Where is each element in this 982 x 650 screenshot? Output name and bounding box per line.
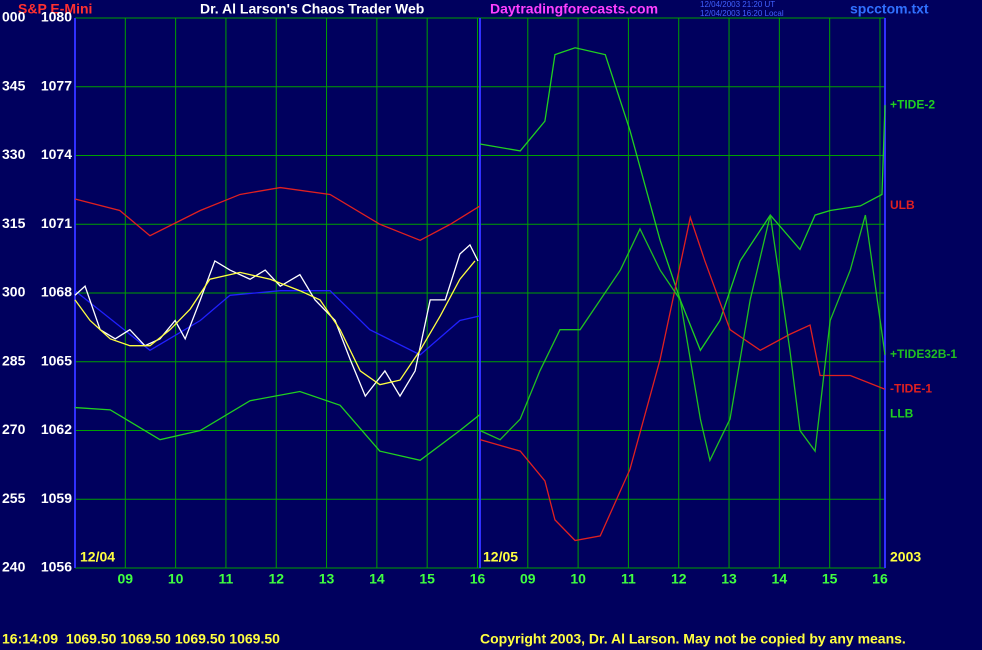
- x-tick-label: 11: [219, 571, 234, 587]
- y-tick-label: 1065: [41, 352, 72, 368]
- x-tick-label: 10: [570, 571, 586, 587]
- chart-title: S&P E-Mini: [18, 1, 92, 17]
- timestamp-ut: 12/04/2003 21:20 UT: [700, 0, 775, 9]
- year-label: 2003: [890, 549, 921, 565]
- series-line: [74, 186, 481, 242]
- series-label: -TIDE-1: [890, 381, 932, 395]
- series-line: [74, 290, 481, 356]
- series-line: [479, 214, 886, 463]
- y-tick-label: 1059: [41, 490, 72, 506]
- series-line: [74, 260, 476, 386]
- y-tick-label: 1080: [41, 9, 72, 25]
- chart-subtitle: Dr. Al Larson's Chaos Trader Web: [200, 1, 424, 17]
- x-tick-label: 10: [168, 571, 184, 587]
- degree-label: 285: [2, 352, 26, 368]
- degree-label: 300: [2, 284, 26, 300]
- series-label: +TIDE-2: [890, 97, 935, 111]
- status-line: 16:14:09 1069.50 1069.50 1069.50 1069.50: [2, 631, 280, 647]
- timestamp-local: 12/04/2003 16:20 Local: [700, 9, 784, 18]
- degree-label: 315: [2, 215, 26, 231]
- x-tick-label: 12: [671, 571, 687, 587]
- x-tick-label: 12: [268, 571, 284, 587]
- series-line: [74, 390, 481, 461]
- y-tick-label: 1071: [41, 215, 72, 231]
- y-tick-label: 1062: [41, 421, 72, 437]
- y-tick-label: 1056: [41, 559, 72, 575]
- series-label: ULB: [890, 198, 915, 212]
- degree-label: 240: [2, 559, 26, 575]
- x-tick-label: 11: [621, 571, 636, 587]
- x-tick-label: 14: [369, 571, 385, 587]
- day-label: 12/04: [80, 549, 115, 565]
- degree-label: 345: [2, 77, 26, 93]
- series-line: [74, 243, 479, 398]
- degree-label: 000: [2, 9, 26, 25]
- degree-label: 255: [2, 490, 26, 506]
- x-tick-label: 09: [520, 571, 536, 587]
- day-label: 12/05: [483, 549, 518, 565]
- series-line: [479, 47, 886, 352]
- degree-label: 330: [2, 146, 26, 162]
- x-tick-label: 16: [470, 571, 486, 587]
- copyright: Copyright 2003, Dr. Al Larson. May not b…: [480, 631, 906, 647]
- degree-label: 270: [2, 421, 26, 437]
- y-tick-label: 1077: [41, 77, 72, 93]
- x-tick-label: 09: [118, 571, 134, 587]
- x-tick-label: 13: [721, 571, 737, 587]
- file-name: spcctom.txt: [850, 1, 929, 17]
- website: Daytradingforecasts.com: [490, 1, 658, 17]
- series-label: +TIDE32B-1: [890, 347, 957, 361]
- x-tick-label: 16: [872, 571, 888, 587]
- x-tick-label: 14: [772, 571, 788, 587]
- y-tick-label: 1074: [41, 146, 72, 162]
- x-tick-label: 15: [822, 571, 838, 587]
- y-tick-label: 1068: [41, 284, 72, 300]
- x-tick-label: 13: [319, 571, 335, 587]
- series-line: [479, 214, 886, 542]
- series-label: LLB: [890, 407, 914, 421]
- x-tick-label: 15: [419, 571, 435, 587]
